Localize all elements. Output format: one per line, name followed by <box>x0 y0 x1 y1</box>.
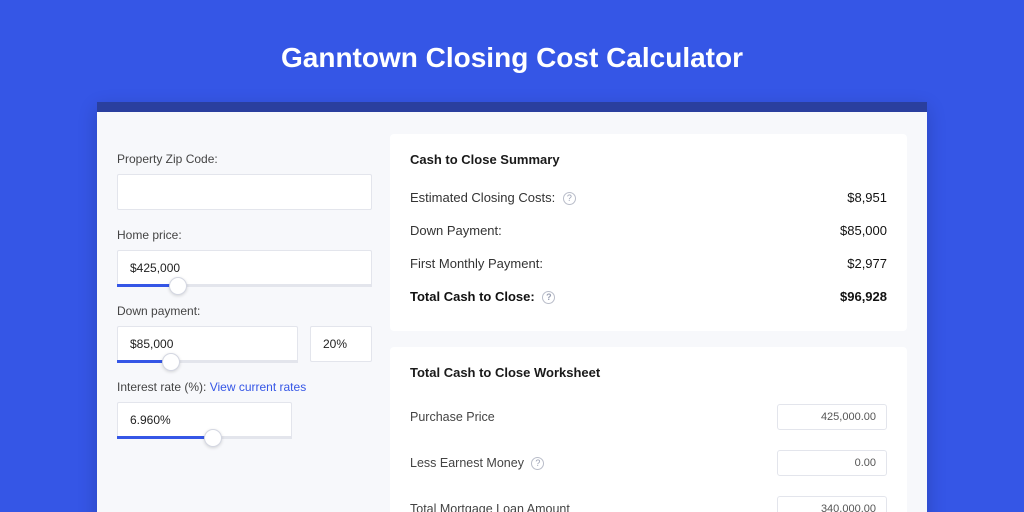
help-icon[interactable]: ? <box>563 192 576 205</box>
worksheet-row: Less Earnest Money ? <box>410 440 887 486</box>
slider-fill <box>117 436 213 439</box>
summary-row-label: Estimated Closing Costs: ? <box>410 190 576 205</box>
home-price-input[interactable] <box>117 250 372 286</box>
summary-heading: Cash to Close Summary <box>410 152 887 167</box>
worksheet-row-label: Total Mortgage Loan Amount <box>410 502 570 512</box>
zip-label: Property Zip Code: <box>117 152 372 166</box>
down-payment-pct-input[interactable] <box>310 326 372 362</box>
worksheet-row-input[interactable] <box>777 450 887 476</box>
interest-label: Interest rate (%): View current rates <box>117 380 372 394</box>
worksheet-row-label: Less Earnest Money ? <box>410 456 544 470</box>
summary-row-value: $96,928 <box>840 289 887 304</box>
summary-row-value: $8,951 <box>847 190 887 205</box>
summary-row-value: $85,000 <box>840 223 887 238</box>
home-price-slider[interactable] <box>117 250 372 286</box>
inputs-column: Property Zip Code: Home price: Down paym… <box>117 134 372 512</box>
worksheet-row: Total Mortgage Loan Amount <box>410 486 887 512</box>
view-rates-link[interactable]: View current rates <box>210 380 307 394</box>
interest-label-text: Interest rate (%): <box>117 380 210 394</box>
worksheet-row-input[interactable] <box>777 404 887 430</box>
summary-row: Down Payment: $85,000 <box>410 214 887 247</box>
slider-thumb[interactable] <box>169 277 187 295</box>
home-price-label: Home price: <box>117 228 372 242</box>
results-column: Cash to Close Summary Estimated Closing … <box>390 134 907 512</box>
summary-row: Total Cash to Close: ? $96,928 <box>410 280 887 313</box>
down-payment-input[interactable] <box>117 326 298 362</box>
worksheet-panel: Total Cash to Close Worksheet Purchase P… <box>390 347 907 512</box>
summary-row-label: Total Cash to Close: ? <box>410 289 555 304</box>
slider-thumb[interactable] <box>162 353 180 371</box>
summary-row: First Monthly Payment: $2,977 <box>410 247 887 280</box>
interest-slider[interactable] <box>117 402 292 438</box>
summary-row-label: First Monthly Payment: <box>410 256 543 271</box>
slider-thumb[interactable] <box>204 429 222 447</box>
summary-panel: Cash to Close Summary Estimated Closing … <box>390 134 907 331</box>
card-shadow: Property Zip Code: Home price: Down paym… <box>97 102 927 512</box>
down-payment-label: Down payment: <box>117 304 372 318</box>
worksheet-row-input[interactable] <box>777 496 887 512</box>
zip-input[interactable] <box>117 174 372 210</box>
summary-row-value: $2,977 <box>847 256 887 271</box>
down-payment-slider[interactable] <box>117 326 298 362</box>
help-icon[interactable]: ? <box>531 457 544 470</box>
summary-row: Estimated Closing Costs: ? $8,951 <box>410 181 887 214</box>
worksheet-row-label: Purchase Price <box>410 410 495 424</box>
worksheet-row: Purchase Price <box>410 394 887 440</box>
help-icon[interactable]: ? <box>542 291 555 304</box>
summary-row-label: Down Payment: <box>410 223 502 238</box>
calculator-card: Property Zip Code: Home price: Down paym… <box>97 112 927 512</box>
page-title: Ganntown Closing Cost Calculator <box>0 0 1024 102</box>
worksheet-heading: Total Cash to Close Worksheet <box>410 365 887 380</box>
